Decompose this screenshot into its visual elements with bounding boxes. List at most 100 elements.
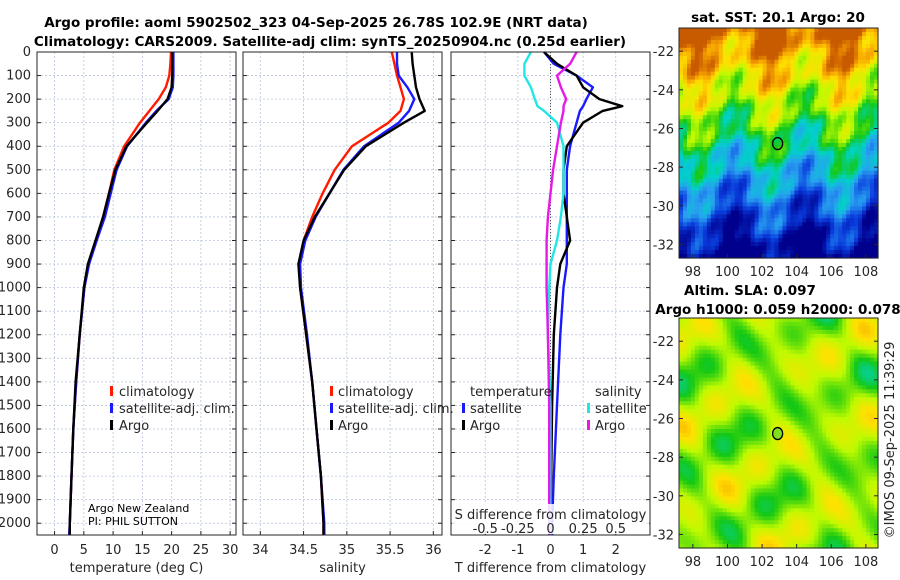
map-cell: [702, 452, 708, 458]
legend-label: satellite: [595, 402, 647, 417]
map-cell: [758, 242, 764, 247]
map-cell: [834, 32, 839, 37]
map-cell: [834, 238, 839, 243]
map-cell: [722, 39, 728, 45]
map-cell: [690, 67, 696, 73]
map-cell: [766, 198, 772, 204]
map-cell: [870, 389, 875, 394]
map-cell: [722, 437, 728, 442]
map-cell: [698, 365, 704, 371]
map-cell: [726, 377, 732, 383]
map-cell: [778, 369, 784, 375]
map-cell: [702, 405, 708, 410]
map-cell: [870, 107, 875, 112]
map-cell: [734, 425, 740, 430]
map-cell: [714, 139, 720, 144]
map-cell: [690, 341, 696, 347]
map-cell: [822, 206, 827, 211]
map-cell: [798, 178, 803, 184]
map-cell: [814, 150, 819, 156]
map-cell: [726, 393, 732, 398]
map-cell: [862, 385, 867, 390]
map-cell: [746, 357, 752, 363]
map-cell: [866, 417, 871, 422]
map-cell: [866, 43, 871, 49]
map-cell: [778, 83, 784, 89]
map-cell: [862, 409, 867, 414]
map-cell: [726, 425, 732, 430]
map-cell: [687, 226, 692, 231]
map-cell: [762, 421, 768, 426]
map-cell: [822, 75, 827, 81]
map-cell: [782, 123, 788, 128]
map-cell: [718, 150, 724, 156]
map-cell: [694, 401, 700, 406]
map-cell: [710, 79, 716, 85]
map-cell: [730, 166, 736, 172]
map-cell: [782, 246, 788, 251]
map-cell: [810, 123, 815, 128]
map-cell: [790, 162, 795, 168]
map-cell: [730, 230, 736, 235]
map-cell: [782, 170, 788, 176]
legend-header-salinity: salinity: [595, 385, 642, 400]
map-cell: [786, 143, 792, 148]
map-cell: [690, 437, 696, 442]
map-cell: [687, 35, 692, 41]
map-cell: [722, 32, 728, 37]
map-cell: [710, 202, 716, 208]
map-cell: [858, 83, 863, 89]
map-cell: [854, 150, 859, 156]
map-cell: [718, 174, 724, 180]
legend-label: satellite-adj. clim.: [338, 402, 454, 417]
map-cell: [694, 162, 700, 168]
map-cell: [766, 238, 772, 243]
map-cell: [714, 230, 720, 235]
map-cell: [870, 337, 875, 343]
map-cell: [790, 373, 795, 379]
map-cell: [679, 170, 684, 176]
map-cell: [702, 397, 708, 402]
map-cell: [694, 182, 700, 188]
map-cell: [862, 341, 867, 347]
map-cell: [754, 115, 760, 120]
map-cell: [830, 218, 835, 223]
map-cell: [810, 28, 815, 33]
map-cell: [794, 162, 799, 168]
map-cell: [802, 47, 807, 53]
map-cell: [814, 329, 819, 335]
map-cell: [702, 373, 708, 379]
map-cell: [683, 369, 688, 375]
map-cell: [774, 397, 780, 402]
map-cell: [866, 95, 871, 100]
map-cell: [818, 357, 823, 363]
map-cell: [802, 444, 807, 450]
map-cell: [782, 95, 788, 100]
map-cell: [830, 429, 835, 434]
map-cell: [830, 166, 835, 172]
map-cell: [806, 222, 811, 227]
map-cell: [830, 226, 835, 231]
map-cell: [782, 238, 788, 243]
map-cell: [862, 393, 867, 398]
map-cell: [742, 373, 748, 379]
map-cell: [714, 425, 720, 430]
map-cell: [679, 210, 684, 215]
map-cell: [730, 150, 736, 156]
map-cell: [722, 413, 728, 418]
map-cell: [718, 131, 724, 136]
sst-map-title: sat. SST: 20.1 Argo: 20: [691, 10, 865, 26]
map-cell: [730, 377, 736, 383]
map-cell: [858, 397, 863, 402]
map-cell: [834, 349, 839, 355]
map-cell: [758, 83, 764, 89]
map-cell: [710, 32, 716, 37]
map-cell: [754, 206, 760, 211]
map-cell: [762, 337, 768, 343]
map-cell: [782, 409, 788, 414]
map-cell: [866, 369, 871, 375]
map-cell: [798, 349, 803, 355]
map-cell: [802, 131, 807, 136]
map-cell: [770, 51, 776, 57]
map-cell: [802, 39, 807, 45]
